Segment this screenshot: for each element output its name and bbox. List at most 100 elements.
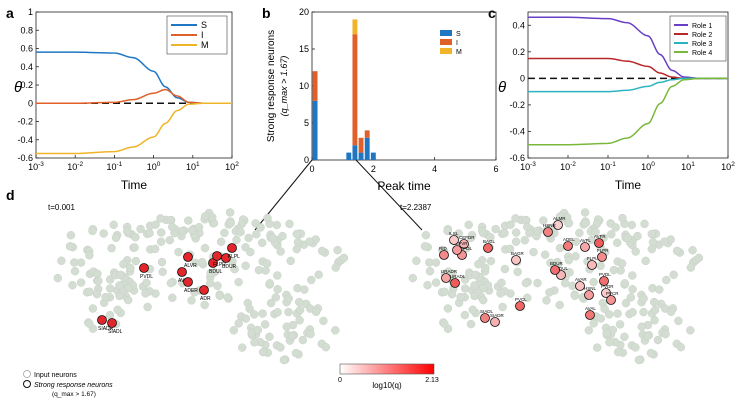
network-right-strong-node-12	[584, 290, 594, 300]
network-left-strong-label-3: BDUL	[209, 269, 223, 275]
network-right-strong-node-11	[599, 276, 609, 286]
network-right-node	[545, 288, 554, 297]
network-right-strong-label-6: ADEL	[563, 237, 575, 242]
panel-a-ytick-label: 0.4	[20, 62, 33, 72]
network-left-node	[105, 310, 115, 320]
network-right-node	[431, 258, 441, 267]
network-left-node	[262, 259, 272, 268]
panel-c-ytick-label: -0.4	[509, 126, 525, 136]
network-left-node	[295, 316, 304, 325]
network-left-node	[156, 214, 165, 223]
network-right-node	[505, 244, 515, 254]
network-right-node	[648, 284, 657, 293]
panel-b-xtick-label: 2	[371, 164, 376, 174]
network-right-node	[511, 214, 520, 223]
network-right-node	[542, 296, 551, 305]
network-left-node	[232, 235, 241, 245]
network-right-node	[631, 247, 640, 256]
network-right-node	[653, 335, 663, 345]
network-right-node	[627, 220, 636, 230]
network-right-node	[646, 348, 656, 358]
network-left-node	[284, 307, 293, 317]
network-right-node	[602, 328, 611, 338]
network-right-node	[633, 231, 642, 241]
panel-a-xtick-label: 10-3	[28, 161, 44, 172]
panel-letter-a: a	[6, 5, 14, 21]
network-right-node	[561, 279, 570, 288]
network-right-node	[420, 242, 430, 251]
panel-a-ylabel: θ	[14, 79, 22, 96]
panel-b-ytick-label: 10	[299, 81, 309, 91]
network-right-node	[589, 319, 598, 328]
network-right-strong-node-7	[580, 242, 590, 252]
network-left-node	[293, 237, 303, 247]
network-left-node	[94, 276, 103, 286]
panel-c-legend-label-1: Role 2	[692, 32, 712, 39]
network-right-strong-node-20	[441, 273, 451, 283]
network-left-node	[226, 218, 236, 228]
panel-b-bar-1-S	[346, 152, 352, 160]
network-right-node	[523, 293, 532, 302]
network-left-node	[321, 343, 331, 352]
network-left-node	[142, 278, 151, 287]
network-right-node	[611, 223, 620, 232]
network-left-node	[151, 220, 160, 229]
network-left-strong-label-5: FLPL	[228, 254, 240, 260]
panel-a-xtick-label: 102	[225, 161, 239, 172]
network-left-node	[213, 281, 222, 290]
network-right-node	[474, 260, 483, 269]
panel-b-bar-2-S	[352, 145, 358, 160]
network-left-node	[53, 273, 62, 283]
network-right-node	[613, 347, 623, 357]
panel-letter-c: c	[488, 5, 496, 21]
panel-letter-d: d	[6, 187, 15, 203]
network-right-strong-label-20: URADR	[441, 269, 458, 274]
network-right-strong-node-6	[563, 241, 573, 251]
network-right-node	[466, 233, 476, 243]
panel-b-legend-swatch-2	[440, 48, 452, 54]
network-left-node	[258, 309, 267, 318]
network-right-node	[615, 320, 625, 329]
network-left-node	[65, 242, 75, 251]
network-right-strong-node-21	[450, 278, 460, 288]
network-right-strong-label-23: BDUL	[556, 266, 569, 271]
network-right-node	[605, 338, 614, 347]
network-left-node	[200, 243, 210, 253]
panel-c-ytick-label: 0.2	[512, 47, 525, 57]
network-left-node	[279, 355, 289, 365]
network-right-node	[676, 343, 686, 352]
panel-a-series-line-1	[36, 88, 232, 104]
network-left-node	[205, 279, 215, 288]
network-left-node	[101, 292, 110, 302]
panel-a-ytick-label: 0.8	[20, 25, 33, 35]
network-right-node	[628, 271, 637, 280]
panel-c-xtick-label: 10-3	[520, 161, 536, 172]
network-right-strong-node-26	[449, 235, 459, 245]
panel-b-bar-2-M	[352, 19, 358, 35]
network-left-node	[166, 278, 176, 288]
colorbar-label: log10(q)	[372, 381, 402, 390]
network-left-node	[145, 228, 154, 238]
network-right-strong-node-15	[490, 317, 500, 327]
network-left-node	[287, 331, 297, 341]
network-right-node	[511, 237, 521, 246]
panel-a-ytick-label: -0.4	[17, 135, 33, 145]
network-right-node	[533, 226, 542, 236]
network-right-node	[533, 278, 542, 288]
network-left-strong-node-4	[221, 253, 231, 263]
network-left-node	[230, 265, 239, 274]
network-right-node	[464, 220, 473, 230]
network-left-strong-node-10	[107, 318, 117, 328]
network-left-node	[273, 285, 282, 294]
network-left-node	[168, 293, 177, 302]
network-right-node	[688, 245, 697, 255]
panel-c-series-line-3	[528, 77, 728, 146]
network-left-node	[197, 257, 207, 267]
network-left-node	[85, 319, 94, 328]
network-left-node	[256, 223, 265, 232]
network-right-strong-label-17: PVCR	[606, 291, 619, 296]
network-right-node	[613, 238, 622, 248]
network-left-node	[116, 270, 125, 280]
